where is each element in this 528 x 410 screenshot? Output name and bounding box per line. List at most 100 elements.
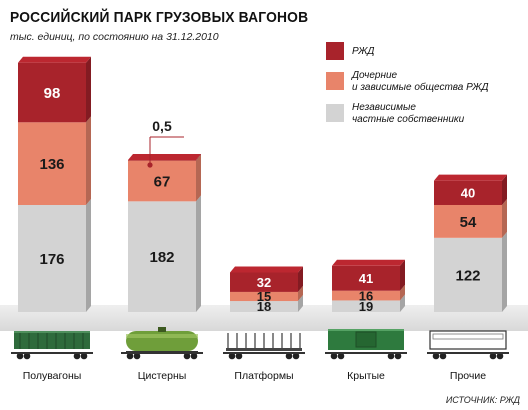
wheel	[387, 352, 395, 360]
legend-swatch	[326, 104, 344, 122]
bar-top	[18, 56, 91, 63]
bar-value-label: 136	[39, 156, 64, 173]
bar-side	[196, 154, 201, 202]
legend-swatch	[326, 72, 344, 90]
wheel	[337, 352, 345, 360]
wheel	[133, 352, 141, 360]
bar-value-label: 122	[455, 267, 480, 284]
wheel	[80, 352, 88, 360]
bar-value-label: 32	[257, 275, 271, 290]
category-labels: Полувагоны Цистерны Платформы Крытые Прочие	[23, 370, 487, 382]
legend-swatch	[326, 42, 344, 60]
bar-side	[400, 294, 405, 312]
legend-label: частные собственники	[352, 113, 465, 125]
bar-side	[196, 195, 201, 312]
boxcar-icon	[325, 329, 407, 360]
wheel	[73, 352, 81, 360]
wheel	[439, 352, 447, 360]
bar-segment	[434, 237, 502, 312]
legend-label: Дочерние	[351, 70, 398, 81]
bar-segment	[128, 201, 196, 312]
wheel	[183, 352, 191, 360]
bar-side	[196, 154, 201, 161]
bar-segment	[18, 122, 86, 205]
gondola-car-icon	[11, 331, 93, 360]
bar-side	[502, 198, 507, 238]
category-label: Цистерны	[138, 370, 187, 382]
bar-segment	[332, 300, 400, 312]
wheel	[292, 352, 300, 360]
bar-segment	[434, 204, 502, 238]
category-label: Платформы	[234, 370, 293, 382]
wheel	[235, 352, 243, 360]
bar-side	[502, 231, 507, 312]
bar-segment	[128, 160, 196, 161]
bar-segment	[230, 301, 298, 312]
bar-side	[400, 284, 405, 301]
frame	[427, 352, 509, 354]
bar-top	[332, 259, 405, 266]
bar-stack: 122 54 40	[434, 174, 507, 312]
bar-side	[86, 116, 91, 205]
category-label: Прочие	[450, 370, 486, 382]
wagon-icons	[11, 327, 509, 360]
wheel	[285, 352, 293, 360]
chart-title: РОССИЙСКИЙ ПАРК ГРУЗОВЫХ ВАГОНОВ	[10, 9, 309, 26]
bar-top	[434, 174, 507, 181]
bar-side	[298, 285, 303, 302]
bar-segment	[332, 290, 400, 301]
bar-segment	[230, 272, 298, 292]
bar-stack: 176 136 98	[18, 56, 91, 312]
wheel	[190, 352, 198, 360]
bar-value-label: 176	[39, 251, 64, 268]
legend-label: и зависимые общества РЖД	[352, 81, 489, 93]
other-car-icon	[427, 330, 509, 360]
wheel	[432, 352, 440, 360]
wheel	[228, 352, 236, 360]
frame	[11, 352, 93, 354]
chart-source: ИСТОЧНИК: РЖД	[445, 395, 520, 405]
wheel	[489, 352, 497, 360]
flatcar-icon	[223, 333, 305, 360]
bar-value-label: 18	[257, 299, 271, 314]
bar-side	[502, 174, 507, 205]
wheel	[126, 352, 134, 360]
wheel	[496, 352, 504, 360]
category-label: Полувагоны	[23, 370, 82, 382]
bar-segment	[18, 62, 86, 123]
bar-segment	[18, 204, 86, 312]
wheel	[23, 352, 31, 360]
frame	[121, 352, 203, 354]
bar-side	[86, 56, 91, 123]
chart-subtitle: тыс. единиц, по состоянию на 31.12.2010	[10, 31, 219, 43]
bar-top	[230, 266, 303, 273]
bar-segment	[434, 180, 502, 205]
tank-car-icon	[121, 327, 203, 360]
bar-value-label: 16	[359, 288, 373, 303]
bar-value-label: 182	[149, 249, 174, 266]
bar-side	[298, 295, 303, 312]
wheel	[16, 352, 24, 360]
annotation-label: 0,5	[152, 118, 172, 134]
bar-value-label: 40	[461, 186, 475, 201]
bar-segment	[332, 265, 400, 291]
bar-value-label: 19	[359, 299, 373, 314]
wheel	[330, 352, 338, 360]
bar-value-label: 67	[154, 173, 171, 190]
bar-side	[298, 266, 303, 292]
bar-value-label: 98	[44, 85, 61, 102]
bar-top	[128, 154, 201, 161]
legend-label: Независимые	[352, 102, 416, 113]
frame	[325, 352, 407, 354]
annotation-dot	[147, 162, 153, 168]
legend-label: РЖД	[352, 46, 374, 57]
bar-value-label: 54	[460, 214, 477, 231]
bar-value-label: 15	[257, 289, 271, 304]
wheel	[394, 352, 402, 360]
bar-side	[400, 259, 405, 291]
